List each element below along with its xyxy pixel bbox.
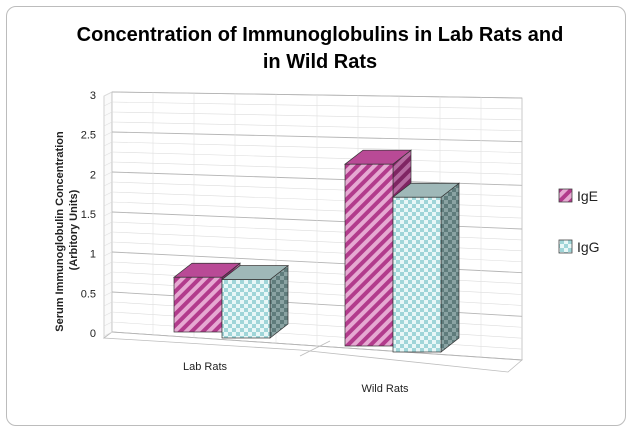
y-axis-label: Serum Immunoglobulin Concentration (Arbi… — [54, 128, 80, 332]
side-gridline — [103, 161, 113, 167]
legend-swatch-ige — [558, 188, 573, 203]
side-gridline — [103, 241, 113, 247]
y-tick-label: 3 — [90, 90, 96, 102]
x-category-label: Wild Rats — [361, 383, 409, 395]
side-gridline — [103, 181, 113, 187]
side-gridline — [103, 91, 113, 97]
side-gridline — [103, 231, 113, 237]
bar-igg-lab-rats — [221, 279, 271, 339]
bar-igg-wild-rats — [392, 196, 442, 353]
side-gridline — [103, 281, 113, 287]
side-gridline — [103, 221, 113, 227]
side-gridline — [103, 151, 113, 157]
chart-title-line-1: Concentration of Immunoglobulins in Lab … — [76, 24, 564, 46]
side-gridline — [103, 271, 113, 277]
side-gridline — [103, 321, 113, 327]
y-tick-label: 2 — [90, 169, 96, 181]
legend-label-igg: IgG — [577, 239, 600, 255]
side-gridline — [103, 251, 113, 257]
side-gridline — [103, 131, 113, 137]
y-axis-ticks: 0 0.5 1 1.5 2 2.5 3 — [81, 90, 96, 340]
side-gridline — [103, 291, 113, 297]
chart-title: Concentration of Immunoglobulins in Lab … — [0, 22, 640, 76]
y-tick-label: 1 — [90, 249, 96, 261]
y-axis-label-line-2: (Arbitory Units) — [68, 189, 80, 270]
legend: IgE IgG — [558, 188, 600, 255]
side-gridline — [103, 101, 113, 107]
bars — [172, 149, 461, 353]
side-gridline — [103, 301, 113, 307]
side-gridline — [103, 331, 113, 337]
legend-swatch-igg — [558, 239, 573, 254]
chart-title-line-2: in Wild Rats — [262, 51, 378, 73]
side-gridline — [103, 141, 113, 147]
floor-divider — [299, 340, 331, 357]
side-gridline — [103, 171, 113, 177]
y-tick-label: 2.5 — [81, 130, 96, 142]
side-gridline — [103, 201, 113, 207]
y-tick-label: 1.5 — [81, 209, 96, 221]
side-gridline — [103, 311, 113, 317]
side-gridline — [103, 261, 113, 267]
bar-ige-wild-rats — [344, 163, 394, 347]
y-tick-label: 0.5 — [81, 288, 96, 300]
x-axis-categories: Lab Rats Wild Rats — [183, 361, 409, 395]
y-axis-label-line-1: Serum Immunoglobulin Concentration — [54, 131, 66, 332]
side-gridline — [103, 111, 113, 117]
side-wall — [103, 91, 113, 339]
bar-ige-lab-rats — [173, 276, 223, 333]
side-gridline — [103, 191, 113, 197]
side-gridline — [103, 121, 113, 127]
x-category-label: Lab Rats — [183, 361, 228, 373]
legend-label-ige: IgE — [577, 188, 598, 204]
bar-igg-1-side — [440, 182, 460, 353]
side-gridline — [103, 211, 113, 217]
y-tick-label: 0 — [90, 328, 96, 340]
